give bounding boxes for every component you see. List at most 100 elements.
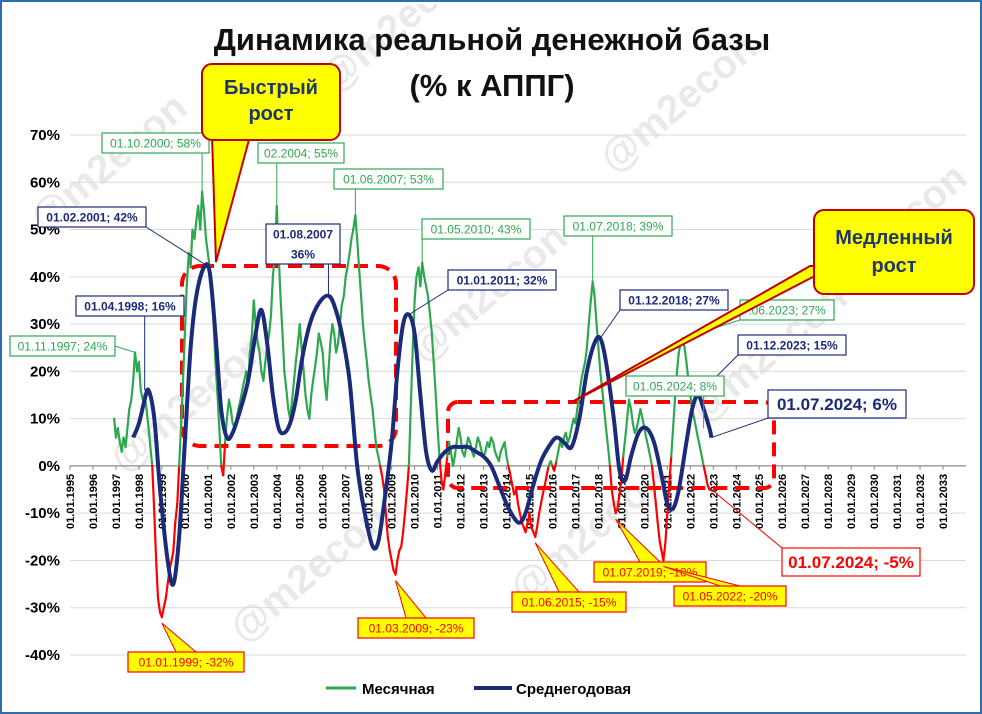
- annotation-label: 01.10.2000; 58%: [110, 136, 201, 150]
- monthly-series-segment: [670, 426, 675, 458]
- monthly-series-segment: [156, 597, 162, 614]
- fast-callout-label: Быстрый: [224, 77, 318, 99]
- monthly-series-segment: [515, 488, 520, 505]
- monthly-series-segment: [645, 436, 650, 449]
- monthly-series-segment: [116, 426, 121, 444]
- monthly-series-segment: [545, 464, 550, 477]
- annotation-label: 01.06.2007; 53%: [343, 172, 434, 186]
- monthly-series-segment: [616, 493, 621, 510]
- annotation-leader: [599, 309, 621, 339]
- y-tick-label: -30%: [25, 600, 60, 617]
- x-tick-label: 01.01.2029: [846, 474, 858, 529]
- monthly-series-segment: [256, 341, 261, 354]
- monthly-series-segment: [601, 389, 606, 411]
- annotation-leader: [114, 345, 136, 353]
- monthly-series-segment: [359, 294, 365, 326]
- monthly-series-segment: [292, 360, 297, 382]
- monthly-series-segment: [327, 341, 332, 373]
- annotation-box: [625, 375, 725, 397]
- annotation-label: 01.03.2009; -23%: [369, 621, 464, 635]
- x-tick-label: 01.01.2016: [547, 474, 559, 529]
- y-tick-label: 20%: [30, 363, 60, 380]
- monthly-series-segment: [172, 521, 177, 553]
- monthly-series-segment: [373, 426, 378, 449]
- monthly-series-segment: [675, 351, 680, 373]
- monthly-series-segment: [291, 379, 296, 401]
- annotation-label: 36%: [291, 247, 315, 261]
- monthly-series-segment: [369, 393, 374, 411]
- x-tick-label: 01.01.2005: [295, 474, 307, 529]
- x-axis: 01.01.1995 01.01.1996 01.01.1997 01.01.1998…: [65, 465, 950, 529]
- monthly-series-segment: [507, 464, 512, 477]
- monthly-series-segment: [405, 464, 410, 491]
- x-tick-label: 01.01.2022: [685, 474, 697, 529]
- monthly-series-segment: [137, 360, 142, 392]
- monthly-series-segment: [409, 346, 414, 411]
- monthly-series-segment: [528, 512, 533, 529]
- annotation-box: [781, 547, 921, 577]
- monthly-series-segment: [442, 474, 447, 491]
- monthly-series-segment: [126, 408, 131, 430]
- monthly-series-segment: [164, 582, 169, 600]
- x-tick-label: 01.01.2006: [318, 474, 330, 529]
- monthly-series-segment: [346, 252, 351, 269]
- legend-monthly-label: Месячная: [362, 681, 435, 698]
- monthly-series-segment: [593, 294, 598, 326]
- monthly-series-segment: [627, 398, 633, 411]
- title-line-2: (% к АППГ): [409, 68, 574, 103]
- x-tick-label: 01.01.2033: [938, 474, 950, 529]
- annotation-box: [9, 335, 116, 357]
- monthly-series-segment: [629, 408, 634, 425]
- monthly-series-segment: [160, 606, 165, 619]
- monthly-series-segment: [658, 540, 663, 553]
- monthly-series-segment: [379, 464, 384, 477]
- x-tick-label: 01.01.2032: [915, 474, 927, 529]
- monthly-series-segment: [357, 266, 363, 297]
- monthly-series-segment: [311, 365, 317, 382]
- monthly-series-segment: [643, 426, 648, 439]
- monthly-series-segment: [603, 408, 608, 430]
- monthly-series-segment: [497, 450, 502, 463]
- annotation-pointer: [161, 622, 198, 653]
- monthly-series-segment: [363, 341, 368, 364]
- monthly-series-segment: [421, 261, 426, 278]
- monthly-series-segment: [258, 351, 263, 373]
- x-tick-label: 01.01.2011: [433, 474, 445, 528]
- y-tick-label: 30%: [30, 316, 60, 333]
- monthly-series-segment: [652, 483, 657, 505]
- monthly-series-segment: [377, 455, 382, 468]
- y-tick-label: 40%: [30, 269, 60, 286]
- monthly-series-segment: [425, 285, 430, 297]
- annotation-box: [101, 132, 210, 154]
- annotation-box: [265, 223, 341, 265]
- monthly-series-segment: [434, 393, 439, 430]
- monthly-series-segment: [371, 408, 376, 430]
- legend: Месячная Среднегодовая: [326, 681, 631, 698]
- monthly-series-segment: [683, 346, 688, 364]
- x-tick-label: 01.01.1998: [134, 474, 146, 529]
- x-tick-label: 01.01.1997: [111, 474, 123, 529]
- monthly-series-segment: [649, 455, 654, 468]
- monthly-series-segment: [423, 275, 428, 288]
- monthly-series-segment: [308, 393, 313, 420]
- monthly-series-segment: [693, 417, 698, 430]
- monthly-series-segment: [696, 436, 702, 449]
- annotation-label: 01.06.2015; -15%: [522, 595, 617, 609]
- x-tick-label: 01.01.2010: [410, 474, 422, 529]
- monthly-series-segment: [524, 521, 529, 534]
- monthly-series-segment: [283, 370, 288, 392]
- monthly-series-segment: [145, 408, 150, 430]
- monthly-series-segment: [179, 379, 185, 430]
- monthly-series-segment: [241, 379, 246, 392]
- annotation-label: 01.01.1999; -32%: [139, 655, 234, 669]
- slow-callout-box: [813, 209, 975, 295]
- fast-callout-label: рост: [248, 103, 293, 125]
- monthly-series-segment: [331, 322, 336, 335]
- monthly-series-segment: [662, 540, 667, 562]
- title-line-1: Динамика реальной денежной базы: [214, 22, 770, 57]
- monthly-series-segment: [237, 398, 242, 411]
- monthly-series-segment: [534, 526, 539, 538]
- annotation-label: 01.05.2022; -20%: [683, 589, 778, 603]
- monthly-series-segment: [298, 322, 303, 349]
- x-tick-label: 01.01.2004: [272, 473, 284, 529]
